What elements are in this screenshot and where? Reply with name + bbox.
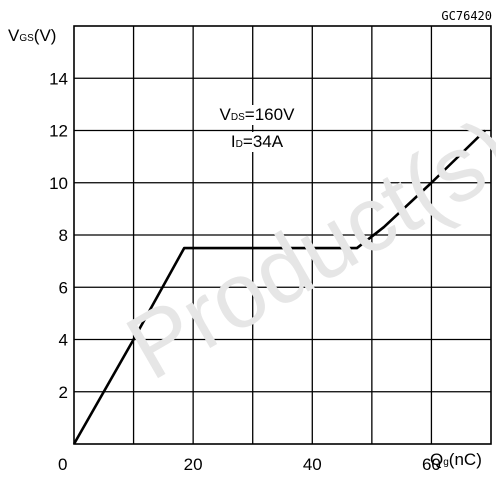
annotation-id: ID=34A (206, 132, 308, 152)
y-axis-label: VGS(V) (8, 26, 57, 45)
y-tick-label: 6 (59, 278, 68, 297)
y-tick-label: 12 (49, 122, 68, 141)
chart-code: GC76420 (441, 9, 492, 23)
y-tick-label: 10 (49, 174, 68, 193)
x-axis-label: Qg(nC) (430, 450, 482, 469)
y-tick-label: 2 (59, 383, 68, 402)
plot-frame (73, 25, 492, 445)
x-tick-label: 40 (303, 455, 322, 474)
x-tick-label: 60 (422, 455, 441, 474)
series-line (72, 129, 486, 445)
y-tick-label: 8 (59, 226, 68, 245)
annotation-vds: VDS=160V (206, 105, 308, 125)
x-tick-label: 20 (184, 455, 203, 474)
y-tick-label: 14 (49, 69, 68, 88)
y-tick-label: 4 (59, 331, 68, 350)
x-tick-label: 0 (58, 455, 67, 474)
